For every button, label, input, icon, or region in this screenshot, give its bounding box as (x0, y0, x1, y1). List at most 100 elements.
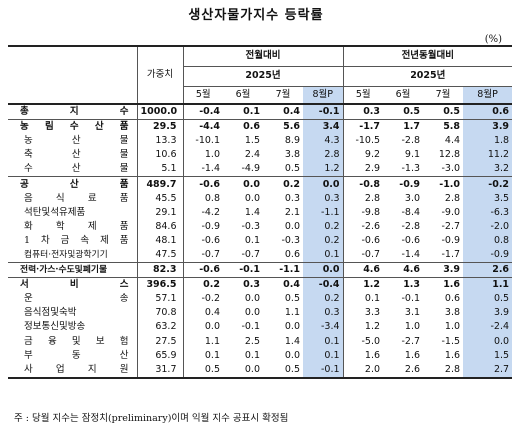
mom-cell: -0.6 (183, 262, 223, 278)
row-label: 음식점및숙박 (24, 307, 77, 319)
page-title: 생산자물가지수 등락률 (188, 8, 324, 23)
yoy-cell: 2.0 (342, 362, 384, 379)
table-row: 금 융 및 보 험 27.5 1.1 2.5 1.4 0.1 -5.0 -2.7 -1.5 0.0 (8, 334, 512, 349)
yoy-cell: 3.1 (404, 307, 421, 319)
yoy-header: 전년동월대비 (342, 45, 512, 67)
yoy-cell: 2.6 (463, 262, 512, 278)
weight-cell: 45.5 (136, 191, 184, 206)
yoy-cell: 4.6 (383, 262, 424, 278)
mom-cell: -0.1 (303, 362, 344, 379)
mom-cell: 2.4 (244, 149, 260, 161)
mom-cell: -1.1 (303, 205, 344, 220)
yoy-cell: -1.7 (441, 248, 461, 260)
mom-cell: 0.0 (244, 307, 260, 319)
yoy-cell: -9.8 (342, 205, 384, 220)
yoy-cell: 3.9 (463, 306, 512, 321)
yoy-cell: -0.2 (463, 176, 512, 192)
yoy-cell: -0.6 (342, 233, 384, 248)
mom-cell: 0.6 (223, 119, 263, 135)
mom-cell: -4.4 (183, 119, 223, 135)
footnote: 주 : 당월 지수는 잠정치(preliminary)이며 익월 지수 공표시 … (14, 413, 289, 424)
yoy-cell: -2.6 (342, 219, 384, 234)
row-label: 공 산 품 (8, 176, 137, 192)
mom-cell: 8.9 (284, 135, 300, 147)
mom-cell: 0.1 (223, 103, 263, 120)
mom-cell: 2.1 (284, 206, 300, 218)
yoy-cell: 1.0 (444, 321, 461, 333)
mom-cell: 0.4 (263, 277, 303, 293)
weight-cell: 84.6 (136, 219, 184, 234)
weight-cell: 29.1 (136, 205, 184, 220)
mom-cell: 0.1 (303, 334, 344, 349)
mom-cell: 0.0 (244, 293, 260, 305)
mom-cell: 1.2 (303, 162, 344, 177)
yoy-cell: 1.7 (383, 119, 424, 135)
mom-cell: 0.3 (303, 191, 344, 206)
mom-cell: 0.0 (204, 321, 220, 333)
mom-cell: 0.4 (263, 103, 303, 120)
row-label: 석탄및석유제품 (24, 206, 86, 218)
mom-cell: -0.6 (201, 234, 220, 246)
yoy-cell: 3.2 (463, 162, 512, 177)
yoy-cell: 4.6 (342, 262, 384, 278)
table-row: 사 업 지 원 31.7 0.5 0.0 0.5 -0.1 2.0 2.6 2.8 2.7 (8, 362, 512, 379)
yoy-cell: 5.8 (423, 119, 464, 135)
yoy-cell: -9.0 (441, 206, 461, 218)
yoy-cell: -6.3 (463, 205, 512, 220)
row-label: 1 차 금 속 제 품 (24, 234, 129, 246)
yoy-cell: 1.6 (404, 349, 421, 361)
month-header: 6월 (223, 85, 263, 104)
mom-cell: -1.1 (263, 262, 303, 278)
yoy-cell: 3.3 (342, 306, 384, 321)
weight-cell: 1000.0 (136, 103, 184, 120)
yoy-cell: 1.0 (404, 321, 421, 333)
mom-cell: 1.4 (284, 335, 300, 347)
yoy-cell: 0.8 (463, 233, 512, 248)
mom-cell: -0.1 (303, 103, 344, 120)
mom-cell: 0.2 (263, 176, 303, 192)
yoy-cell: -3.0 (441, 163, 461, 175)
mom-cell: 5.6 (263, 119, 303, 135)
weight-cell: 47.5 (136, 247, 184, 263)
weight-cell: 27.5 (136, 334, 184, 349)
yoy-cell: -0.6 (401, 234, 421, 246)
mom-cell: -0.6 (183, 176, 223, 192)
mom-cell: -0.4 (183, 103, 223, 120)
yoy-cell: 1.5 (463, 348, 512, 363)
yoy-cell: 0.5 (463, 292, 512, 307)
weight-cell: 65.9 (136, 348, 184, 363)
row-label: 전력·가스·수도및폐기물 (8, 262, 137, 278)
table-row: 1 차 금 속 제 품 48.1 -0.6 0.1 -0.3 0.2 -0.6 -0.6 -0.… (8, 233, 512, 248)
row-label: 운 송 (24, 293, 129, 305)
yoy-cell: -2.8 (401, 135, 421, 147)
yoy-cell: 1.6 (423, 277, 464, 293)
mom-cell: 0.3 (223, 277, 263, 293)
mom-year: 2025년 (245, 70, 281, 81)
yoy-cell: -10.5 (342, 134, 384, 149)
row-label: 서 비 스 (8, 277, 137, 293)
row-label: 수 산 물 (24, 163, 129, 175)
yoy-cell: -2.0 (463, 219, 512, 234)
row-label: 총 지 수 (8, 103, 137, 120)
yoy-cell: -1.4 (401, 248, 421, 260)
mom-cell: -0.7 (201, 248, 220, 260)
yoy-cell: -2.7 (401, 335, 421, 347)
yoy-cell: 1.6 (342, 348, 384, 363)
table-row: 축 산 물 10.6 1.0 2.4 3.8 2.8 9.2 9.1 12.8 11.2 (8, 148, 512, 163)
weight-cell: 70.8 (136, 306, 184, 321)
row-label: 부 동 산 (24, 349, 129, 361)
mom-cell: 2.8 (303, 148, 344, 163)
mom-cell: 0.0 (223, 176, 263, 192)
yoy-cell: -0.7 (342, 247, 384, 263)
yoy-cell: 0.6 (463, 103, 512, 120)
yoy-cell: 0.1 (342, 292, 384, 307)
mom-cell: 0.1 (303, 348, 344, 363)
yoy-cell: 0.0 (463, 334, 512, 349)
mom-cell: 1.4 (244, 206, 260, 218)
yoy-cell: 2.9 (342, 162, 384, 177)
mom-cell: -0.1 (223, 262, 263, 278)
mom-cell: 4.3 (303, 134, 344, 149)
yoy-cell: -0.9 (463, 247, 512, 263)
yoy-cell: 1.3 (383, 277, 424, 293)
yoy-cell: -0.9 (441, 234, 461, 246)
